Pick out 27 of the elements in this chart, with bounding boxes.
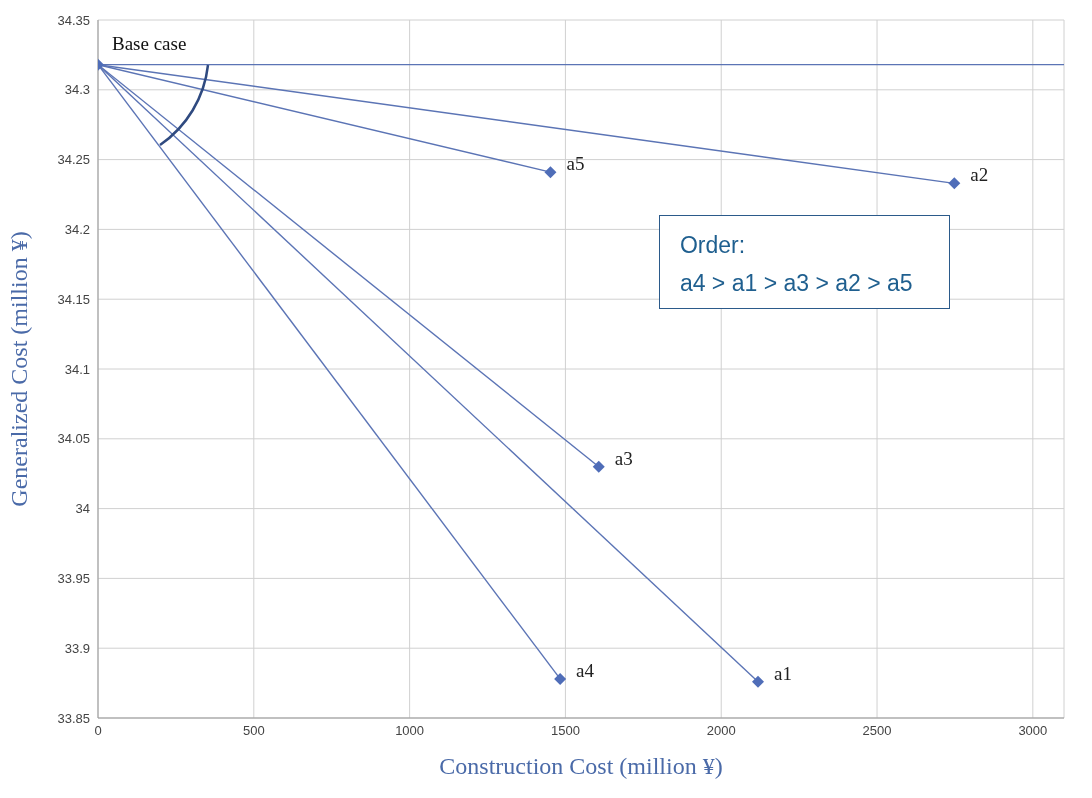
y-tick-label: 34.3 [64, 82, 90, 98]
x-tick-label: 0 [94, 723, 102, 739]
y-tick-label: 34.1 [64, 361, 90, 377]
x-tick-label: 3000 [1018, 723, 1048, 739]
series-label: a5 [566, 153, 585, 175]
series-label: a2 [970, 164, 989, 186]
y-tick-label: 34.05 [57, 431, 90, 447]
y-tick-label: 34 [75, 501, 90, 517]
y-tick-label: 34.15 [57, 291, 90, 307]
y-tick-label: 33.85 [57, 710, 90, 726]
x-tick-label: 1000 [395, 723, 425, 739]
series-label: a3 [614, 447, 633, 469]
x-tick-label: 1500 [550, 723, 580, 739]
x-tick-label: 2500 [862, 723, 892, 739]
x-axis-title: Construction Cost (million ¥) [439, 753, 723, 779]
y-tick-label: 33.9 [64, 640, 90, 656]
x-tick-label: 500 [242, 723, 265, 739]
y-tick-label: 34.35 [57, 12, 90, 28]
y-tick-label: 33.95 [57, 571, 90, 587]
annotation: Order: a4 > a1 > a3 > a2 > a5 [658, 215, 950, 310]
series-label: a1 [774, 662, 792, 684]
y-tick-label: 34.25 [57, 152, 90, 168]
x-tick-label: 2000 [706, 723, 736, 739]
y-tick-label: 34.2 [64, 222, 90, 238]
series-label: a4 [576, 659, 595, 681]
y-axis-title: Generalized Cost (million ¥) [5, 231, 32, 507]
annotation: Base case [112, 32, 187, 55]
